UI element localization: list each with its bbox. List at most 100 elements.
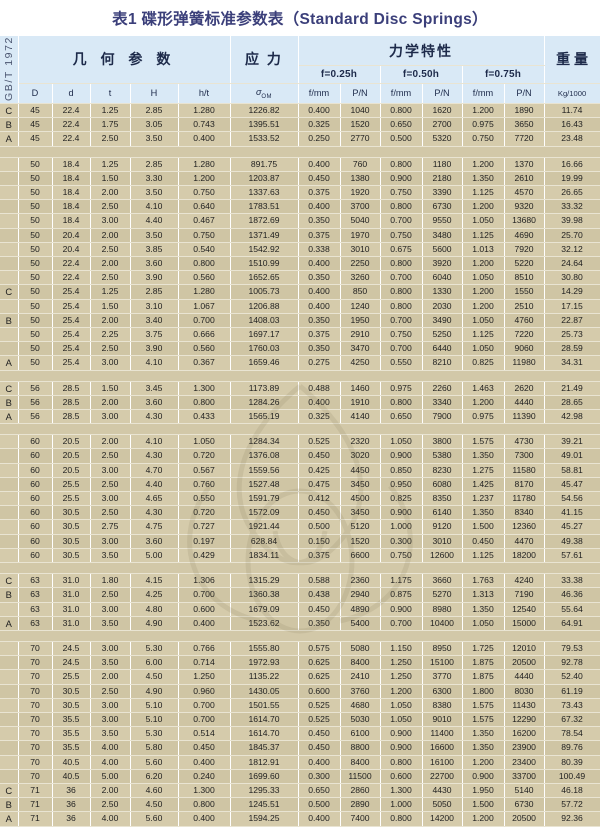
cell-p50: 8350 xyxy=(422,491,463,507)
cell-p25: 3470 xyxy=(340,341,381,357)
cell-t: 3.00 xyxy=(90,712,131,728)
cell-H: 5.00 xyxy=(130,548,179,564)
cell-t: 2.75 xyxy=(90,519,131,535)
cell-p50: 10400 xyxy=(422,616,463,631)
cell-sigma: 1542.92 xyxy=(230,242,299,258)
cell-sigma: 1614.70 xyxy=(230,726,299,742)
cell-p25: 1910 xyxy=(340,395,381,411)
cell-d: 25.4 xyxy=(52,284,91,300)
cell-H: 4.90 xyxy=(130,616,179,631)
cell-d: 28.5 xyxy=(52,395,91,411)
table-row: 50 22.4 2.00 3.60 0.800 1510.99 0.400 2250 0.800… xyxy=(0,256,600,272)
cell-p75: 11390 xyxy=(504,409,545,425)
cell-d: 22.4 xyxy=(52,117,91,133)
cell-f25: 0.375 xyxy=(298,185,341,201)
cell-p75: 5220 xyxy=(504,256,545,272)
cell-H: 4.30 xyxy=(130,505,179,521)
cell-f50: 0.750 xyxy=(380,327,423,343)
cell-f25: 0.475 xyxy=(298,477,341,493)
table-row: A 56 28.5 3.00 4.30 0.433 1565.19 0.325 4140 0.65… xyxy=(0,409,600,425)
cell-f25: 0.450 xyxy=(298,171,341,187)
cell-t: 2.00 xyxy=(90,434,131,450)
cell-p25: 1970 xyxy=(340,228,381,243)
cell-f50: 0.800 xyxy=(380,103,423,119)
cell-f75: 1.275 xyxy=(462,463,505,478)
cell-p50: 2700 xyxy=(422,117,463,133)
cell-p25: 1520 xyxy=(340,117,381,133)
cell-p25: 8400 xyxy=(340,655,381,671)
cell-f25: 0.400 xyxy=(298,755,341,770)
cell-sigma: 1005.73 xyxy=(230,284,299,300)
cell-f75: 1.350 xyxy=(462,726,505,742)
cell-t: 3.00 xyxy=(90,698,131,713)
cell-f75: 1.200 xyxy=(462,157,505,172)
cell-ht: 0.800 xyxy=(178,797,231,813)
table-row: 50 25.4 1.50 3.10 1.067 1206.88 0.400 1240 0.800… xyxy=(0,299,600,314)
cell-d: 22.4 xyxy=(52,270,91,286)
cell-f75: 0.450 xyxy=(462,534,505,549)
cell-f75: 1.050 xyxy=(462,270,505,286)
cell-D: 70 xyxy=(18,726,53,742)
cell-f25: 0.575 xyxy=(298,641,341,657)
cell-f50: 0.900 xyxy=(380,740,423,756)
cell-series xyxy=(0,669,19,685)
cell-D: 60 xyxy=(18,463,53,478)
cell-p25: 1950 xyxy=(340,313,381,329)
cell-ht: 0.560 xyxy=(178,270,231,286)
cell-t: 2.50 xyxy=(90,270,131,286)
cell-p50: 5380 xyxy=(422,448,463,464)
cell-ht: 0.750 xyxy=(178,185,231,201)
cell-p25: 2250 xyxy=(340,256,381,272)
cell-weight: 92.78 xyxy=(544,655,600,671)
cell-f25: 0.400 xyxy=(298,199,341,215)
cell-t: 2.50 xyxy=(90,684,131,699)
cell-p25: 3020 xyxy=(340,448,381,464)
cell-weight: 52.40 xyxy=(544,669,600,685)
cell-p25: 3260 xyxy=(340,270,381,286)
cell-D: 60 xyxy=(18,448,53,464)
cell-p75: 11780 xyxy=(504,491,545,507)
cell-d: 28.5 xyxy=(52,381,91,396)
cell-f50: 1.175 xyxy=(380,573,423,589)
cell-t: 1.25 xyxy=(90,284,131,300)
cell-H: 3.75 xyxy=(130,327,179,343)
cell-H: 5.10 xyxy=(130,698,179,713)
table-row: 70 35.5 3.00 5.10 0.700 1614.70 0.525 5030 1.050… xyxy=(0,712,600,728)
cell-p50: 6040 xyxy=(422,270,463,286)
cell-f25: 0.400 xyxy=(298,811,341,827)
cell-H: 3.90 xyxy=(130,341,179,357)
cell-p75: 5140 xyxy=(504,783,545,799)
cell-series: A xyxy=(0,409,19,425)
table-row: 70 24.5 3.00 5.30 0.766 1555.80 0.575 5080 1.150… xyxy=(0,641,600,657)
cell-sigma: 1360.38 xyxy=(230,587,299,603)
cell-f75: 1.763 xyxy=(462,573,505,589)
group-separator xyxy=(0,146,600,158)
cell-p25: 8800 xyxy=(340,740,381,756)
cell-D: 70 xyxy=(18,684,53,699)
cell-f75: 1.200 xyxy=(462,199,505,215)
cell-p50: 3660 xyxy=(422,573,463,589)
cell-H: 3.90 xyxy=(130,270,179,286)
cell-p50: 5050 xyxy=(422,797,463,813)
cell-ht: 0.800 xyxy=(178,395,231,411)
cell-ht: 0.743 xyxy=(178,117,231,133)
cell-weight: 24.64 xyxy=(544,256,600,272)
cell-d: 24.5 xyxy=(52,641,91,657)
cell-p50: 14200 xyxy=(422,811,463,827)
cell-D: 70 xyxy=(18,669,53,685)
cell-series xyxy=(0,755,19,770)
cell-p75: 11580 xyxy=(504,463,545,478)
cell-f50: 0.650 xyxy=(380,409,423,425)
cell-sigma: 1812.91 xyxy=(230,755,299,770)
table-row: 60 30.5 2.75 4.75 0.727 1921.44 0.500 5120 1.000… xyxy=(0,519,600,535)
cell-D: 63 xyxy=(18,602,53,617)
cell-f25: 0.375 xyxy=(298,548,341,564)
cell-weight: 100.49 xyxy=(544,769,600,784)
cell-sigma: 1594.25 xyxy=(230,811,299,827)
cell-sigma: 1284.34 xyxy=(230,434,299,450)
cell-p75: 6730 xyxy=(504,797,545,813)
col-header-t: t xyxy=(90,83,131,105)
table-body: C 45 22.4 1.25 2.85 1.280 1226.82 0.400 1040 0.80… xyxy=(0,103,600,827)
header-row-columns: D d t H h/t σOM f/mm P/N f/mm P/N f/mm P… xyxy=(0,83,600,105)
cell-f75: 1.350 xyxy=(462,171,505,187)
